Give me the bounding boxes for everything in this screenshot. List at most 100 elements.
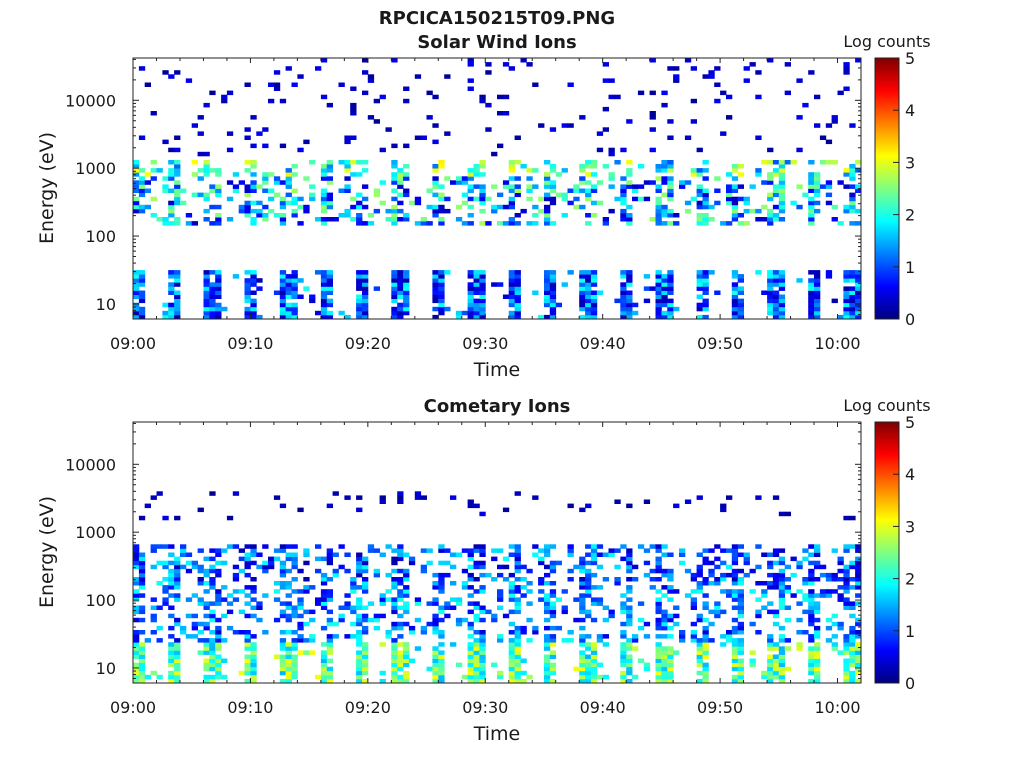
heatmap-cell bbox=[479, 609, 486, 615]
heatmap-cell bbox=[209, 294, 216, 299]
heatmap-cell bbox=[379, 94, 386, 100]
heatmap-cell bbox=[203, 298, 210, 304]
heatmap-cell bbox=[162, 585, 169, 590]
heatmap-cell bbox=[215, 188, 222, 193]
heatmap-cell bbox=[655, 282, 662, 287]
heatmap-cell bbox=[221, 585, 228, 590]
heatmap-cell bbox=[174, 650, 181, 655]
heatmap-cell bbox=[726, 634, 733, 639]
heatmap-cell bbox=[414, 597, 422, 602]
heatmap-cell bbox=[133, 617, 140, 623]
heatmap-cell bbox=[391, 577, 398, 582]
heatmap-cell bbox=[174, 617, 181, 623]
heatmap-cell bbox=[855, 621, 862, 627]
heatmap-cell bbox=[467, 213, 474, 218]
heatmap-cell bbox=[590, 544, 598, 549]
heatmap-cell bbox=[168, 577, 175, 582]
heatmap-cell bbox=[667, 196, 674, 202]
heatmap-cell bbox=[279, 290, 287, 295]
heatmap-cell bbox=[168, 658, 175, 663]
heatmap-cell bbox=[350, 581, 357, 586]
heatmap-cell bbox=[696, 617, 703, 623]
heatmap-cell bbox=[320, 282, 328, 287]
heatmap-cell bbox=[497, 589, 504, 594]
heatmap-cell bbox=[614, 581, 621, 586]
heatmap-cell bbox=[614, 196, 621, 202]
heatmap-cell bbox=[473, 678, 480, 684]
heatmap-cell bbox=[655, 274, 662, 279]
heatmap-cell bbox=[244, 613, 251, 619]
heatmap-cell bbox=[772, 495, 780, 500]
heatmap-cell bbox=[203, 646, 210, 651]
heatmap-cell bbox=[544, 160, 551, 165]
heatmap-cell bbox=[655, 556, 662, 562]
heatmap-cell bbox=[191, 625, 198, 631]
heatmap-cell bbox=[174, 290, 181, 295]
heatmap-cell bbox=[761, 290, 768, 295]
heatmap-cell bbox=[291, 613, 298, 619]
heatmap-cell bbox=[256, 605, 263, 610]
heatmap-cell bbox=[579, 302, 586, 308]
heatmap-cell bbox=[808, 196, 815, 202]
y-tick-label: 10000 bbox=[65, 455, 116, 474]
heatmap-cell bbox=[726, 115, 733, 120]
heatmap-cell bbox=[326, 164, 333, 169]
heatmap-cell bbox=[285, 172, 292, 177]
heatmap-cell bbox=[244, 678, 251, 684]
heatmap-cell bbox=[174, 581, 181, 586]
heatmap-cell bbox=[761, 217, 768, 222]
heatmap-cell bbox=[455, 314, 463, 320]
heatmap-cell bbox=[831, 577, 838, 582]
heatmap-cell bbox=[579, 658, 586, 663]
heatmap-cell bbox=[403, 217, 410, 222]
heatmap-cell bbox=[538, 314, 545, 320]
heatmap-cell bbox=[473, 503, 480, 509]
heatmap-cell bbox=[438, 678, 445, 684]
heatmap-cell bbox=[579, 294, 586, 299]
heatmap-cell bbox=[579, 314, 586, 320]
heatmap-cell bbox=[790, 160, 797, 165]
heatmap-cell bbox=[174, 306, 181, 312]
heatmap-cell bbox=[438, 208, 445, 214]
heatmap-cell bbox=[731, 548, 739, 553]
heatmap-cell bbox=[309, 585, 316, 590]
heatmap-cell bbox=[467, 642, 474, 647]
heatmap-cell bbox=[696, 581, 703, 586]
heatmap-cell bbox=[320, 306, 328, 312]
heatmap-cell bbox=[784, 617, 791, 623]
heatmap-cell bbox=[350, 204, 357, 210]
heatmap-cell bbox=[244, 200, 251, 206]
heatmap-cell bbox=[590, 213, 598, 218]
heatmap-cell bbox=[438, 585, 445, 590]
heatmap-cell bbox=[808, 294, 815, 299]
heatmap-cell bbox=[391, 282, 398, 287]
heatmap-cell bbox=[197, 548, 204, 553]
heatmap-cell bbox=[174, 221, 181, 226]
heatmap-cell bbox=[326, 302, 333, 308]
heatmap-cell bbox=[590, 642, 598, 647]
heatmap-cell bbox=[367, 617, 375, 623]
heatmap-cell bbox=[684, 180, 692, 185]
heatmap-cell bbox=[356, 674, 363, 680]
heatmap-cell bbox=[620, 670, 627, 676]
heatmap-cell bbox=[626, 670, 633, 676]
heatmap-cell bbox=[315, 556, 322, 562]
heatmap-cell bbox=[285, 568, 292, 574]
heatmap-cell bbox=[373, 617, 380, 623]
heatmap-cell bbox=[526, 176, 533, 181]
heatmap-cell bbox=[138, 646, 146, 651]
heatmap-cell bbox=[555, 625, 562, 631]
heatmap-cell bbox=[320, 597, 328, 602]
heatmap-cell bbox=[215, 642, 222, 647]
heatmap-cell bbox=[708, 638, 715, 643]
heatmap-cell bbox=[814, 662, 821, 668]
heatmap-cell bbox=[814, 306, 821, 312]
heatmap-cell bbox=[326, 196, 333, 202]
heatmap-cell bbox=[737, 605, 744, 610]
heatmap-cell bbox=[285, 310, 292, 316]
heatmap-cell bbox=[473, 274, 480, 279]
heatmap-cell bbox=[814, 560, 821, 566]
heatmap-cell bbox=[708, 572, 715, 578]
heatmap-cell bbox=[203, 621, 210, 627]
heatmap-cell bbox=[549, 605, 557, 610]
